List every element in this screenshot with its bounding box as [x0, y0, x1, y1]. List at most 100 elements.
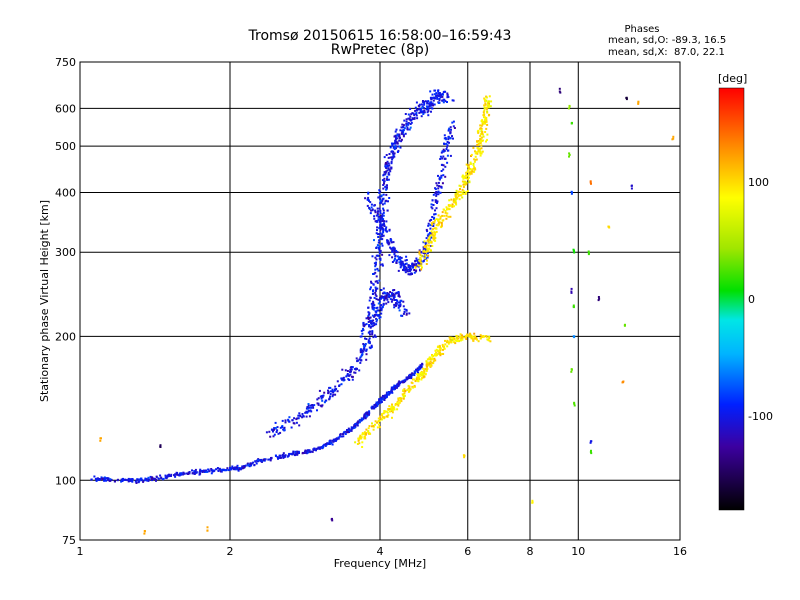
trace-point	[388, 296, 391, 299]
trace-point	[369, 316, 372, 319]
trace-point	[474, 155, 477, 158]
trace-point	[480, 120, 483, 123]
trace-point	[630, 187, 633, 190]
trace-point	[393, 299, 396, 301]
trace-point	[484, 103, 487, 106]
trace-point	[426, 240, 429, 243]
trace-point	[391, 416, 393, 419]
trace-point	[449, 215, 452, 218]
trace-point	[364, 337, 366, 340]
trace-point	[329, 386, 332, 389]
trace-point	[381, 215, 384, 218]
trace-point	[423, 109, 426, 112]
trace-point	[470, 337, 473, 340]
trace-point	[310, 410, 313, 413]
trace-point	[363, 416, 365, 419]
trace-point	[120, 478, 123, 481]
trace-point	[430, 98, 433, 101]
trace-point	[343, 431, 345, 434]
trace-point	[396, 385, 399, 388]
trace-point	[382, 296, 385, 299]
trace-point	[216, 467, 219, 469]
trace-point	[367, 411, 369, 414]
trace-point	[117, 478, 119, 481]
trace-point	[301, 452, 304, 455]
trace-point	[396, 251, 399, 254]
trace-point	[416, 259, 419, 262]
colorbar-tick-label: 100	[748, 176, 769, 189]
trace-point	[404, 378, 407, 381]
trace-point	[206, 470, 209, 473]
trace-point	[380, 201, 383, 204]
trace-point	[474, 337, 476, 340]
trace-point	[386, 160, 389, 163]
trace-point	[431, 357, 434, 360]
trace-point	[296, 453, 299, 456]
trace-point	[480, 144, 483, 147]
trace-point	[479, 150, 482, 153]
trace-point	[396, 300, 399, 302]
trace-point	[226, 467, 229, 470]
trace-point	[440, 222, 443, 224]
trace-point	[371, 330, 374, 333]
trace-point	[381, 244, 384, 247]
trace-point	[589, 451, 592, 453]
trace-point	[387, 156, 390, 159]
trace-point	[477, 149, 480, 152]
trace-point	[476, 144, 479, 147]
trace-point	[372, 290, 374, 292]
trace-point	[471, 337, 474, 340]
trace-point	[449, 137, 452, 140]
trace-point	[366, 204, 369, 207]
trace-point	[404, 113, 407, 115]
trace-point	[121, 480, 124, 482]
trace-point	[391, 407, 394, 410]
trace-point	[597, 299, 600, 302]
trace-point	[322, 394, 325, 397]
trace-point	[393, 384, 396, 387]
trace-point	[397, 404, 400, 407]
trace-point	[397, 381, 400, 384]
trace-point	[436, 202, 438, 204]
trace-point	[419, 109, 422, 112]
trace-point	[448, 336, 451, 339]
trace-point	[150, 477, 153, 480]
trace-point	[297, 414, 300, 417]
trace-point	[416, 378, 419, 380]
trace-point	[390, 247, 392, 250]
trace-point	[572, 306, 575, 309]
trace-point	[370, 319, 373, 322]
trace-point	[568, 153, 571, 156]
trace-point	[455, 336, 458, 339]
trace-point	[374, 335, 377, 338]
trace-point	[397, 293, 400, 296]
trace-point	[364, 437, 367, 440]
trace-point	[484, 119, 487, 121]
trace-point	[390, 386, 393, 389]
trace-point	[429, 101, 432, 104]
trace-point	[370, 346, 373, 349]
trace-point	[342, 376, 345, 379]
trace-point	[408, 268, 411, 270]
trace-point	[375, 295, 378, 298]
trace-point	[241, 465, 244, 468]
trace-point	[433, 97, 436, 100]
trace-point	[441, 92, 444, 95]
trace-point	[453, 205, 455, 208]
trace-point	[452, 337, 455, 339]
trace-point	[106, 477, 109, 480]
trace-point	[434, 239, 437, 242]
trace-point	[292, 422, 295, 425]
trace-point	[191, 469, 193, 472]
trace-point	[376, 287, 379, 290]
trace-point	[465, 174, 468, 177]
trace-point	[377, 215, 380, 218]
trace-point	[302, 415, 305, 417]
trace-point	[199, 468, 202, 471]
trace-point	[381, 235, 384, 238]
trace-point	[274, 454, 277, 457]
trace-point	[587, 251, 590, 254]
trace-point	[120, 480, 123, 483]
trace-point	[167, 474, 169, 477]
trace-point	[444, 165, 447, 168]
